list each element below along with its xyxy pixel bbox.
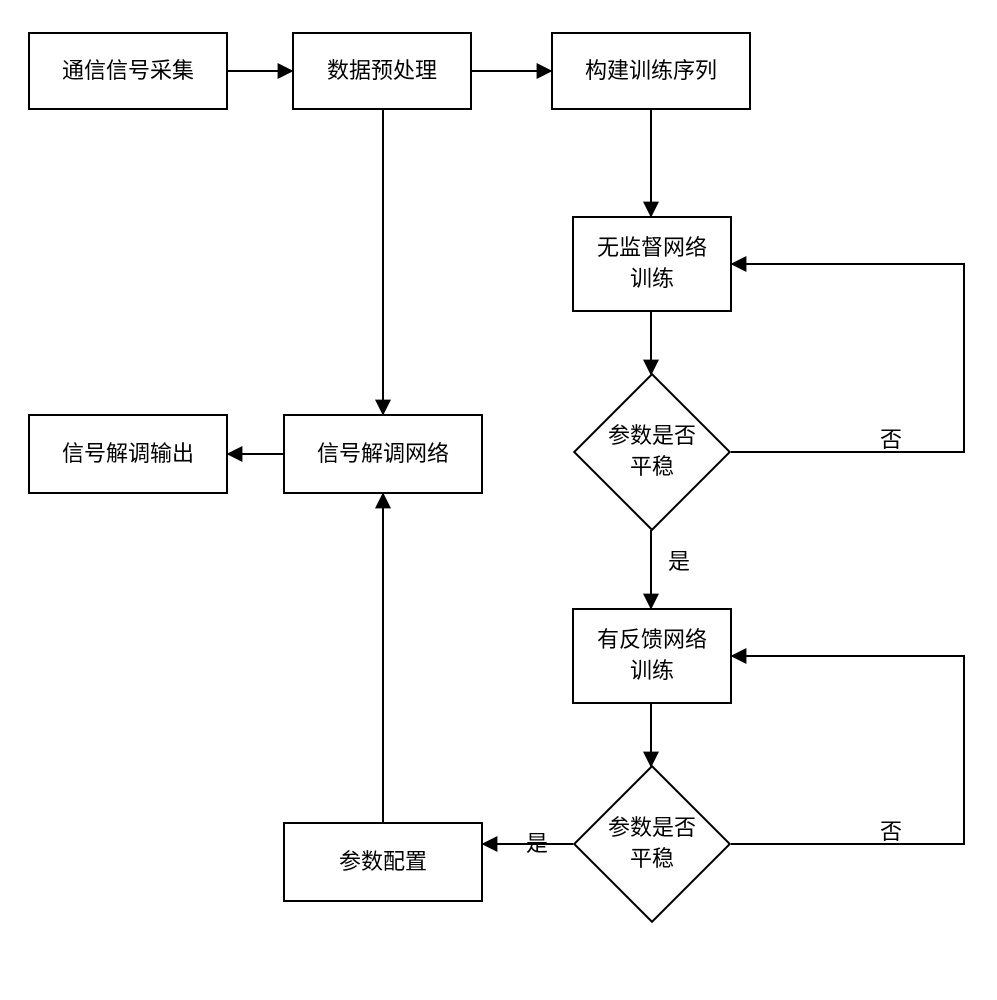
node-demod-network: 信号解调网络 bbox=[283, 414, 483, 494]
node-label: 构建训练序列 bbox=[585, 56, 717, 87]
node-build-train-seq: 构建训练序列 bbox=[551, 32, 751, 110]
flowchart-edges bbox=[0, 0, 997, 1000]
node-label: 通信信号采集 bbox=[62, 56, 194, 87]
node-label: 信号解调网络 bbox=[317, 439, 449, 470]
node-preprocess: 数据预处理 bbox=[292, 32, 472, 110]
edge-label-no-1: 否 bbox=[880, 422, 902, 454]
decision-params-stable-2: 参数是否 平稳 bbox=[596, 788, 708, 900]
node-param-config: 参数配置 bbox=[283, 822, 483, 902]
node-label: 参数配置 bbox=[339, 847, 427, 878]
node-label: 数据预处理 bbox=[327, 56, 437, 87]
node-label: 信号解调输出 bbox=[62, 439, 194, 470]
node-demod-output: 信号解调输出 bbox=[28, 414, 228, 494]
node-label: 有反馈网络 训练 bbox=[597, 625, 707, 687]
decision-params-stable-1: 参数是否 平稳 bbox=[596, 396, 708, 508]
node-signal-collect: 通信信号采集 bbox=[28, 32, 228, 110]
edge-label-yes-1: 是 bbox=[668, 544, 690, 576]
edge-label-yes-2: 是 bbox=[526, 826, 548, 858]
node-unsupervised-train: 无监督网络 训练 bbox=[572, 216, 732, 312]
decision-label: 参数是否 平稳 bbox=[608, 421, 696, 483]
edge-label-no-2: 否 bbox=[880, 814, 902, 846]
node-feedback-train: 有反馈网络 训练 bbox=[572, 608, 732, 704]
decision-label: 参数是否 平稳 bbox=[608, 813, 696, 875]
node-label: 无监督网络 训练 bbox=[597, 233, 707, 295]
flowchart-canvas: 通信信号采集 数据预处理 构建训练序列 无监督网络 训练 参数是否 平稳 有反馈… bbox=[0, 0, 997, 1000]
